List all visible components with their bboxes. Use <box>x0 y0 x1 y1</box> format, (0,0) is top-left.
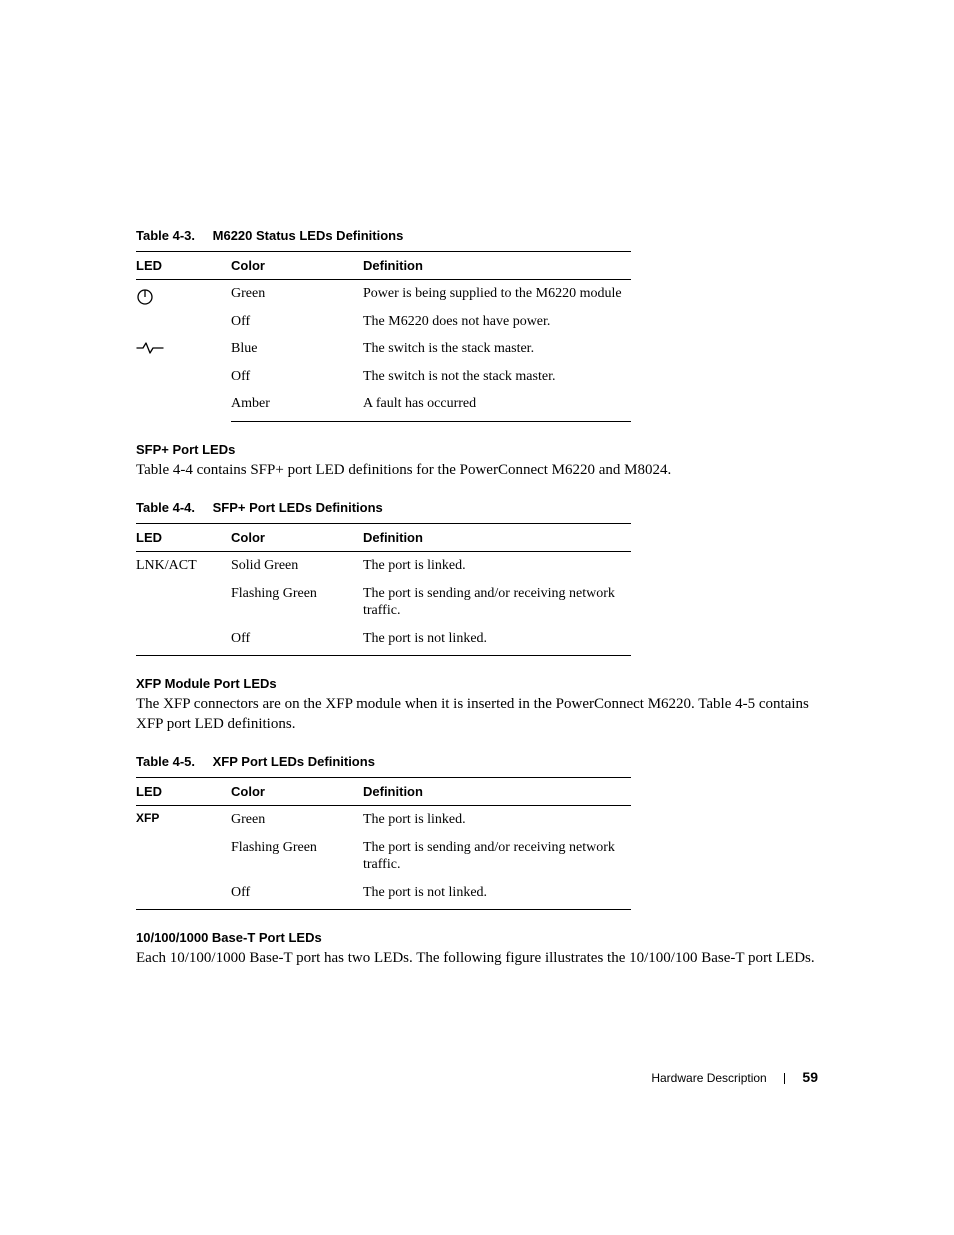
cell-definition: The port is sending and/or receiving net… <box>363 834 631 879</box>
activity-icon-cell <box>136 335 231 421</box>
table-4-4: LED Color Definition LNK/ACT Solid Green… <box>136 523 631 656</box>
cell-definition: The port is sending and/or receiving net… <box>363 580 631 625</box>
caption-number: Table 4-3. <box>136 228 195 243</box>
sfp-heading: SFP+ Port LEDs <box>136 442 818 457</box>
th-definition: Definition <box>363 252 631 280</box>
table-4-3-caption: Table 4-3. M6220 Status LEDs Definitions <box>136 228 818 243</box>
sfp-text: Table 4-4 contains SFP+ port LED definit… <box>136 461 818 481</box>
footer-chapter: Hardware Description <box>651 1071 766 1085</box>
table-4-5-caption: Table 4-5. XFP Port LEDs Definitions <box>136 754 818 769</box>
cell-color: Green <box>231 280 363 308</box>
table-4-5: LED Color Definition XFP Green The port … <box>136 777 631 910</box>
xfp-heading: XFP Module Port LEDs <box>136 676 818 691</box>
th-color: Color <box>231 524 363 552</box>
cell-color: Green <box>231 806 363 834</box>
footer-page-number: 59 <box>802 1069 818 1085</box>
cell-definition: The port is linked. <box>363 552 631 580</box>
table-4-3: LED Color Definition Green Power is bein… <box>136 251 631 422</box>
cell-definition: The switch is the stack master. <box>363 335 631 363</box>
cell-definition: The M6220 does not have power. <box>363 308 631 336</box>
caption-number: Table 4-5. <box>136 754 195 769</box>
cell-color: Blue <box>231 335 363 363</box>
th-color: Color <box>231 778 363 806</box>
baset-heading: 10/100/1000 Base-T Port LEDs <box>136 930 818 945</box>
cell-definition: The port is linked. <box>363 806 631 834</box>
th-led: LED <box>136 252 231 280</box>
cell-color: Solid Green <box>231 552 363 580</box>
cell-definition: The port is not linked. <box>363 879 631 910</box>
cell-led: LNK/ACT <box>136 552 231 580</box>
footer-separator <box>784 1073 785 1084</box>
cell-color: Flashing Green <box>231 834 363 879</box>
cell-definition: Power is being supplied to the M6220 mod… <box>363 280 631 308</box>
cell-color: Off <box>231 625 363 656</box>
table-4-4-caption: Table 4-4. SFP+ Port LEDs Definitions <box>136 500 818 515</box>
cell-definition: A fault has occurred <box>363 390 631 421</box>
page-footer: Hardware Description 59 <box>651 1069 818 1085</box>
cell-definition: The switch is not the stack master. <box>363 363 631 391</box>
cell-definition: The port is not linked. <box>363 625 631 656</box>
cell-color: Flashing Green <box>231 580 363 625</box>
cell-led: XFP <box>136 806 231 834</box>
th-definition: Definition <box>363 524 631 552</box>
power-icon-cell <box>136 280 231 336</box>
power-icon <box>136 288 154 306</box>
th-definition: Definition <box>363 778 631 806</box>
cell-color: Amber <box>231 390 363 421</box>
baset-text: Each 10/100/1000 Base-T port has two LED… <box>136 949 818 969</box>
cell-color: Off <box>231 363 363 391</box>
th-led: LED <box>136 524 231 552</box>
th-color: Color <box>231 252 363 280</box>
caption-number: Table 4-4. <box>136 500 195 515</box>
caption-title: SFP+ Port LEDs Definitions <box>213 500 383 515</box>
caption-title: XFP Port LEDs Definitions <box>213 754 375 769</box>
cell-color: Off <box>231 879 363 910</box>
xfp-text: The XFP connectors are on the XFP module… <box>136 695 818 734</box>
caption-title: M6220 Status LEDs Definitions <box>213 228 404 243</box>
th-led: LED <box>136 778 231 806</box>
activity-icon <box>136 341 164 355</box>
cell-color: Off <box>231 308 363 336</box>
